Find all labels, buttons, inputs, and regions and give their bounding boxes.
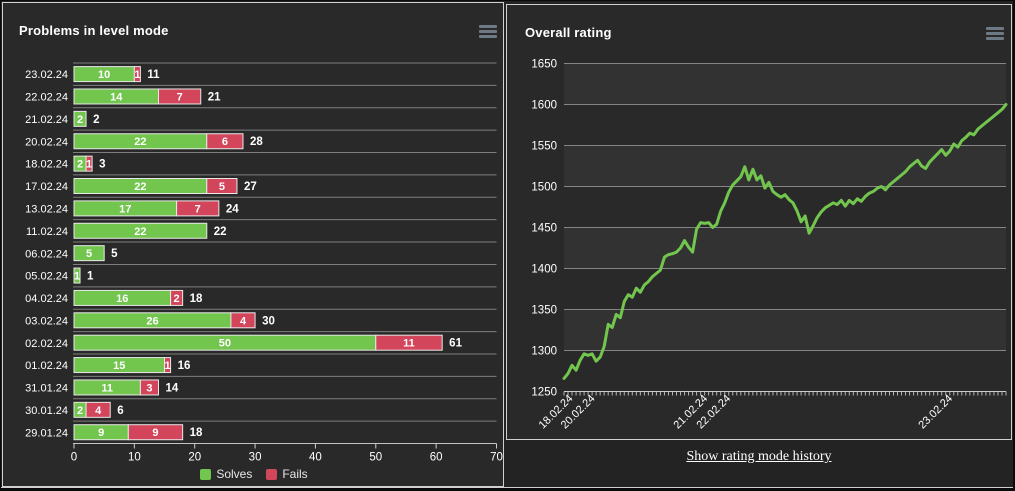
chart-context-menu-icon[interactable]: [479, 25, 497, 38]
menu-bar: [986, 37, 1004, 40]
menu-bar: [986, 27, 1004, 30]
menu-bar: [479, 25, 497, 28]
menu-bar: [986, 32, 1004, 35]
rating-link-container: Show rating mode history: [506, 447, 1012, 465]
legend-item-solves[interactable]: Solves: [200, 467, 252, 481]
chart-context-menu-icon[interactable]: [986, 27, 1004, 40]
rating-chart-title: Overall rating: [525, 25, 612, 40]
legend-item-fails[interactable]: Fails: [266, 467, 308, 481]
fails-swatch: [266, 468, 278, 480]
problems-chart-panel: Problems in level mode Solves Fails: [2, 2, 504, 487]
rating-chart-panel: Overall rating: [506, 4, 1012, 440]
bar-chart-legend: Solves Fails: [3, 467, 505, 481]
legend-label-solves: Solves: [216, 467, 253, 481]
legend-label-fails: Fails: [282, 467, 308, 481]
problems-chart-title: Problems in level mode: [19, 23, 169, 38]
menu-bar: [479, 35, 497, 38]
menu-bar: [479, 30, 497, 33]
show-rating-history-link[interactable]: Show rating mode history: [686, 449, 832, 464]
solves-swatch: [200, 468, 212, 480]
